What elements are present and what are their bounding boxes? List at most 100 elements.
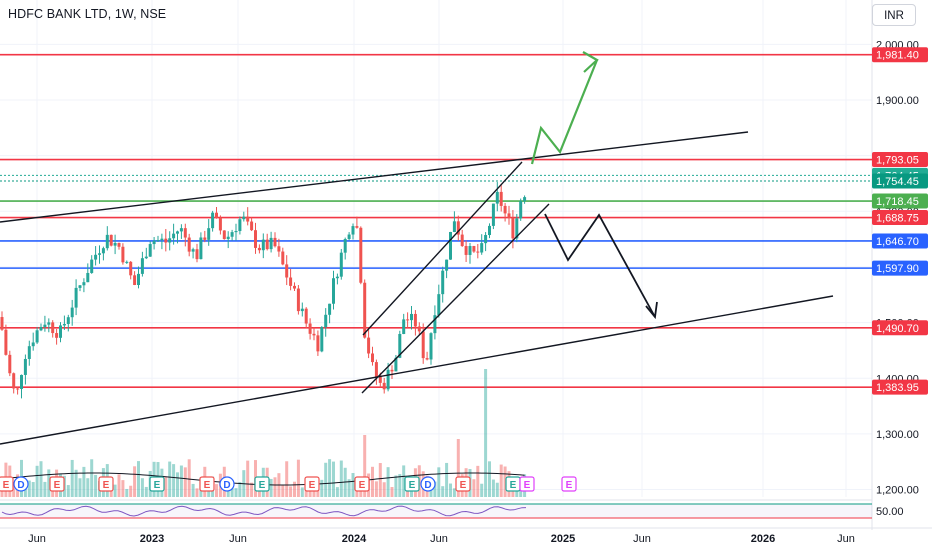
- candle-body: [246, 216, 250, 222]
- level-price-label: 1,793.05: [876, 155, 919, 167]
- candle-body: [0, 317, 4, 330]
- volume-bar: [328, 459, 332, 497]
- volume-bar: [289, 486, 293, 497]
- candle-body: [363, 282, 367, 338]
- volume-bar: [250, 482, 254, 497]
- volume-bar: [293, 481, 296, 497]
- volume-bar: [285, 461, 289, 497]
- level-price-box: [872, 152, 928, 168]
- candle-body: [234, 231, 238, 233]
- volume-bar: [164, 476, 168, 497]
- event-marker: [420, 476, 436, 492]
- candle-body: [335, 276, 339, 279]
- volume-bar: [121, 480, 125, 497]
- candle-body: [452, 221, 456, 232]
- currency-button[interactable]: INR: [872, 4, 916, 26]
- candle-body: [476, 251, 480, 253]
- volume-bar: [394, 475, 398, 497]
- volume-bar: [437, 467, 441, 497]
- candle-body: [382, 382, 386, 390]
- candle-body: [503, 205, 507, 214]
- event-marker-label: E: [460, 480, 467, 491]
- event-marker-label: E: [154, 480, 161, 491]
- x-tick-label: Jun: [28, 533, 46, 545]
- volume-bar: [472, 479, 476, 497]
- candle-body: [129, 261, 133, 276]
- volume-bar: [140, 478, 144, 497]
- candle-body: [468, 246, 472, 255]
- level-price-box: [872, 47, 928, 63]
- volume-bar: [406, 486, 410, 497]
- candle-body: [316, 335, 320, 352]
- volume-bar: [324, 462, 328, 497]
- volume-bar: [113, 484, 117, 497]
- event-marker-label: E: [510, 480, 517, 491]
- volume-bar: [66, 485, 70, 497]
- volume-bar: [27, 480, 31, 497]
- event-marker: [304, 476, 320, 492]
- candle-body: [55, 333, 59, 338]
- candle-body: [242, 216, 246, 220]
- volume-bar: [35, 465, 39, 497]
- candle-body: [156, 240, 160, 242]
- x-tick-label: 2024: [342, 533, 367, 545]
- candle-body: [421, 331, 425, 359]
- volume-bar: [168, 461, 172, 497]
- volume-bar: [12, 481, 16, 497]
- event-marker: [199, 476, 215, 492]
- rsi-line: [1, 505, 527, 517]
- x-tick-label: 2026: [751, 533, 775, 545]
- x-tick-label: 2025: [551, 533, 575, 545]
- volume-bar: [191, 483, 195, 497]
- candle-body: [324, 314, 328, 328]
- upper-trendline: [0, 131, 749, 223]
- volume-bar: [433, 481, 437, 497]
- candle-body: [187, 237, 191, 252]
- volume-bar: [347, 479, 351, 497]
- volume-bar: [78, 478, 82, 497]
- candle-body: [66, 317, 70, 324]
- candle-body: [499, 191, 503, 206]
- volume-bars: [0, 369, 527, 497]
- volume-bar: [476, 465, 480, 497]
- candle-body: [250, 221, 254, 231]
- bearish-arrow-head: [645, 301, 658, 320]
- level-price-box: [872, 260, 928, 276]
- event-marker-label: E: [103, 480, 110, 491]
- event-marker: [219, 476, 235, 492]
- candle-body: [164, 238, 168, 243]
- event-marker-label: E: [54, 480, 61, 491]
- volume-bar: [273, 477, 277, 497]
- event-marker-label: D: [223, 480, 230, 491]
- volume-bar: [269, 478, 273, 497]
- candle-body: [27, 346, 31, 359]
- level-price-label: 1,490.70: [876, 323, 919, 335]
- event-marker: [354, 476, 370, 492]
- candle-body: [31, 342, 35, 347]
- channel-upper-line: [362, 161, 523, 336]
- candle-body: [484, 235, 488, 244]
- candle-body: [515, 218, 519, 239]
- candle-body: [402, 319, 406, 334]
- level-price-box: [872, 233, 928, 249]
- candle-body: [378, 376, 382, 383]
- candle-body: [12, 373, 16, 389]
- volume-bar: [176, 472, 179, 497]
- candle-body: [203, 237, 207, 240]
- volume-bar: [230, 488, 234, 497]
- candle-body: [148, 244, 152, 257]
- candle-body: [238, 219, 242, 232]
- level-price-box: [872, 379, 928, 395]
- candle-body: [304, 308, 308, 324]
- volume-bar: [316, 488, 320, 497]
- event-marker: [13, 476, 29, 492]
- candle-body: [261, 239, 265, 251]
- event-marker: [254, 476, 270, 492]
- candle-body: [218, 217, 222, 231]
- candle-body: [101, 248, 105, 254]
- volume-bar: [187, 459, 191, 497]
- candle-body: [137, 273, 140, 285]
- volume-bar: [351, 473, 355, 497]
- volume-bar: [491, 479, 495, 497]
